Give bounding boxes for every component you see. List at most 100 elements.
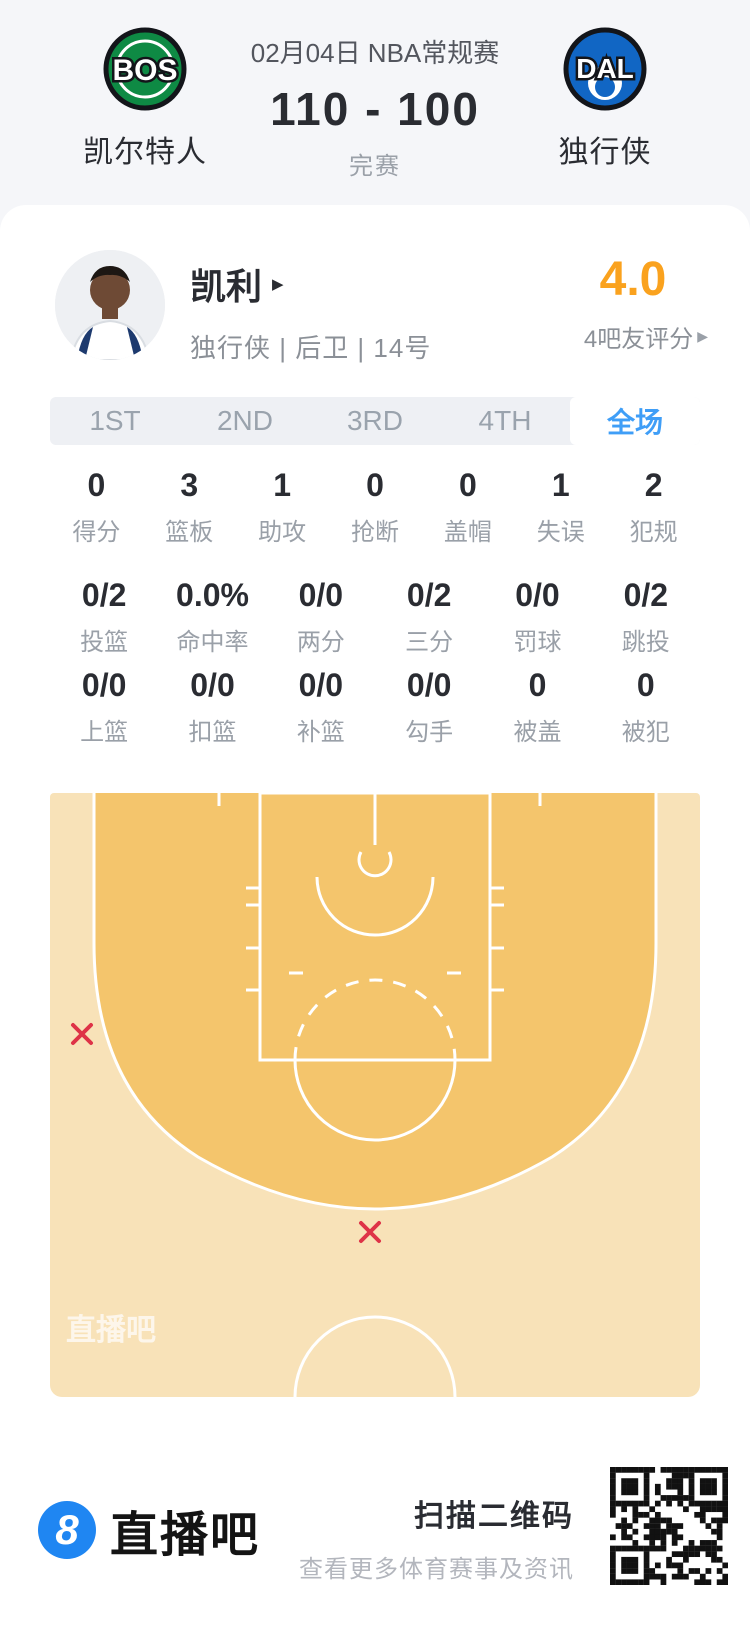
scan-subtitle: 查看更多体育赛事及资讯	[299, 1556, 574, 1583]
quarter-tabbar: 1ST 2ND 3RD 4TH 全场	[50, 397, 700, 445]
stat-value: 3	[180, 467, 199, 503]
tab-1st[interactable]: 1ST	[89, 405, 141, 436]
footer: 8 直播吧 扫描二维码 查看更多体育赛事及资讯	[0, 1455, 750, 1615]
stat-label: 篮板	[165, 519, 214, 546]
caret-right-icon: ▶	[697, 328, 708, 344]
stat-label: 三分	[405, 629, 454, 656]
rating-value: 4.0	[599, 253, 667, 306]
half-court-diagram: 直播吧	[50, 793, 700, 1397]
stat-item: 2 犯规	[607, 467, 700, 547]
away-team-name: 独行侠	[558, 136, 652, 169]
stat-value: 0/2	[406, 577, 452, 613]
stat-item: 1 失误	[514, 467, 607, 547]
stat-label: 命中率	[176, 629, 249, 656]
stat-item: 0 盖帽	[421, 467, 514, 547]
stat-label: 罚球	[513, 629, 562, 656]
away-team: DAL 独行侠	[490, 27, 720, 171]
court-watermark: 直播吧	[66, 1314, 156, 1347]
stat-item: 0/2 投篮	[50, 577, 158, 657]
stat-item: 0/0 补篮	[267, 667, 375, 747]
stats-card: 凯利 ▶ 独行侠 | 后卫 | 14号 4.0 4吧友评分 ▶ 1ST 2ND …	[0, 205, 750, 1629]
player-name-link[interactable]: 凯利 ▶	[190, 258, 431, 310]
stat-value: 0/0	[515, 577, 560, 613]
scan-block: 扫描二维码 查看更多体育赛事及资讯	[299, 1491, 574, 1584]
player-meta: 独行侠 | 后卫 | 14号	[190, 333, 432, 363]
stat-label: 补篮	[296, 719, 345, 746]
stats-row-shooting: 0/2 投篮 0.0% 命中率 0/0 两分 0/2 三分 0/0 罚球 0/2 跳投	[50, 577, 700, 657]
match-score: 110 - 100	[270, 83, 480, 135]
brand-logo-icon: 8	[38, 1501, 96, 1559]
stat-label: 被犯	[621, 719, 670, 746]
stat-value: 0	[458, 467, 477, 503]
stat-item: 0 被犯	[592, 667, 700, 747]
stat-label: 勾手	[405, 719, 454, 746]
player-name: 凯利	[190, 266, 263, 307]
stat-label: 扣篮	[188, 719, 237, 746]
brand-name: 直播吧	[110, 1509, 261, 1562]
tab-full-game[interactable]: 全场	[570, 397, 700, 445]
scan-title: 扫描二维码	[414, 1500, 574, 1533]
stat-value: 0.0%	[176, 577, 249, 613]
player-info: 凯利 ▶ 独行侠 | 后卫 | 14号	[190, 258, 431, 365]
stat-item: 1 助攻	[236, 467, 329, 547]
stat-item: 0 被盖	[483, 667, 591, 747]
stat-label: 投篮	[80, 629, 129, 656]
match-status: 完赛	[349, 153, 401, 180]
stat-label: 助攻	[258, 519, 307, 546]
stat-value: 0/0	[298, 577, 344, 613]
rating-box[interactable]: 4.0 4吧友评分 ▶	[558, 252, 708, 354]
tab-3rd[interactable]: 3RD	[346, 405, 403, 436]
stat-item: 0/0 两分	[267, 577, 375, 657]
stat-value: 0	[87, 467, 106, 503]
stat-value: 0/0	[190, 667, 235, 703]
stat-label: 抢断	[351, 519, 399, 546]
home-team-logo-icon: BOS	[103, 27, 187, 111]
stats-row-basic: 0 得分 3 篮板 1 助攻 0 抢断 0 盖帽 1 失误 2 犯规	[50, 467, 700, 547]
stat-item: 0 得分	[50, 467, 143, 547]
tab-2nd[interactable]: 2ND	[216, 405, 273, 436]
stat-value: 0/2	[623, 577, 669, 613]
stat-label: 犯规	[629, 519, 678, 546]
stat-value: 1	[273, 467, 292, 503]
tab-4th[interactable]: 4TH	[478, 405, 532, 436]
stat-item: 0/2 三分	[375, 577, 483, 657]
stat-value: 2	[644, 467, 663, 503]
stat-label: 得分	[72, 519, 121, 546]
stat-label: 盖帽	[443, 519, 492, 546]
stat-value: 0/2	[81, 577, 127, 613]
stat-item: 0/0 罚球	[483, 577, 591, 657]
stat-item: 0/0 扣篮	[158, 667, 266, 747]
match-label: 02月04日 NBA常规赛	[250, 38, 500, 68]
stat-value: 0	[528, 667, 547, 703]
player-header: 凯利 ▶ 独行侠 | 后卫 | 14号 4.0 4吧友评分 ▶	[0, 250, 750, 380]
shot-markers	[71, 1023, 381, 1243]
stat-item: 3 篮板	[143, 467, 236, 547]
match-info: 02月04日 NBA常规赛 110 - 100 完赛	[235, 33, 515, 181]
stat-value: 0/0	[81, 667, 127, 703]
stat-item: 0.0% 命中率	[158, 577, 266, 657]
stat-label: 被盖	[513, 719, 562, 746]
scoreboard: BOS 凯尔特人 02月04日 NBA常规赛 110 - 100 完赛 DAL …	[0, 0, 750, 205]
stat-value: 0	[636, 667, 655, 703]
shot-chart-court: 直播吧	[50, 793, 700, 1397]
stat-value: 0/0	[406, 667, 452, 703]
home-team-name: 凯尔特人	[83, 136, 207, 169]
stat-item: 0 抢断	[329, 467, 422, 547]
svg-text:BOS: BOS	[112, 54, 177, 87]
rating-label: 4吧友评分	[583, 326, 694, 353]
missed-shot-x-icon	[359, 1221, 381, 1243]
stat-value: 0/0	[298, 667, 344, 703]
stat-item: 0/2 跳投	[592, 577, 700, 657]
stat-item: 0/0 勾手	[375, 667, 483, 747]
caret-right-icon: ▶	[272, 276, 284, 293]
away-team-logo-icon: DAL	[563, 27, 647, 111]
player-avatar	[55, 250, 165, 360]
stats-row-detail: 0/0 上篮 0/0 扣篮 0/0 补篮 0/0 勾手 0 被盖 0 被犯	[50, 667, 700, 747]
stat-label: 上篮	[80, 719, 129, 746]
stat-label: 两分	[296, 629, 345, 656]
qr-code	[610, 1467, 728, 1585]
missed-shot-x-icon	[71, 1023, 93, 1045]
stat-value: 0	[366, 467, 384, 503]
stat-label: 跳投	[621, 629, 670, 656]
brand: 8 直播吧	[38, 1495, 260, 1565]
